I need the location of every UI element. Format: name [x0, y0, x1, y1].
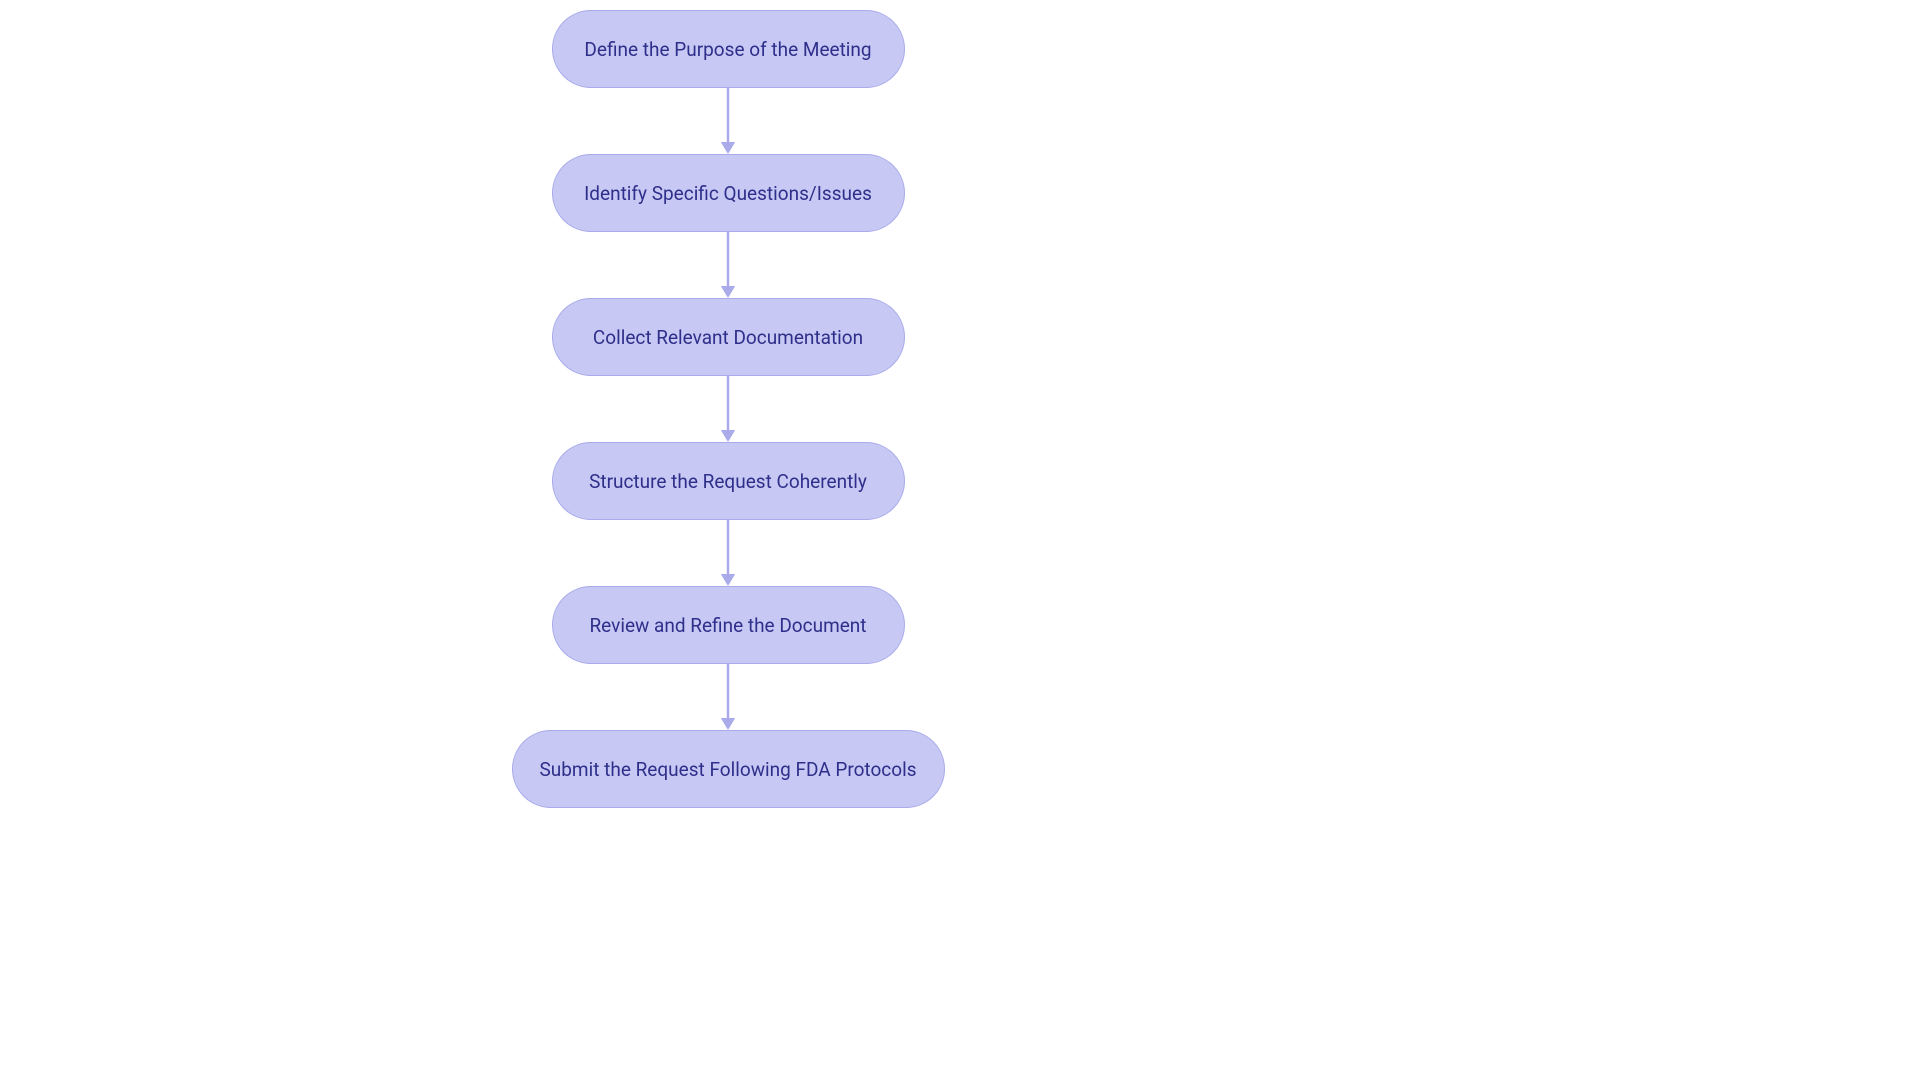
flowchart-node-label: Identify Specific Questions/Issues: [584, 182, 872, 205]
flowchart-node: Collect Relevant Documentation: [552, 298, 905, 376]
flowchart-node-label: Structure the Request Coherently: [589, 470, 867, 493]
flowchart-arrow: [716, 376, 740, 442]
flowchart-node: Review and Refine the Document: [552, 586, 905, 664]
flowchart-node: Structure the Request Coherently: [552, 442, 905, 520]
flowchart-arrow: [716, 664, 740, 730]
flowchart-node: Submit the Request Following FDA Protoco…: [512, 730, 945, 808]
flowchart-node-label: Submit the Request Following FDA Protoco…: [540, 758, 917, 781]
flowchart-node-label: Review and Refine the Document: [589, 614, 866, 637]
flowchart-arrow: [716, 88, 740, 154]
flowchart-node: Identify Specific Questions/Issues: [552, 154, 905, 232]
flowchart-canvas: Define the Purpose of the Meeting Identif…: [0, 0, 1920, 1080]
flowchart-arrow: [716, 520, 740, 586]
flowchart-node-label: Define the Purpose of the Meeting: [584, 38, 871, 61]
flowchart-arrow: [716, 232, 740, 298]
flowchart-node: Define the Purpose of the Meeting: [552, 10, 905, 88]
flowchart-node-label: Collect Relevant Documentation: [593, 326, 863, 349]
